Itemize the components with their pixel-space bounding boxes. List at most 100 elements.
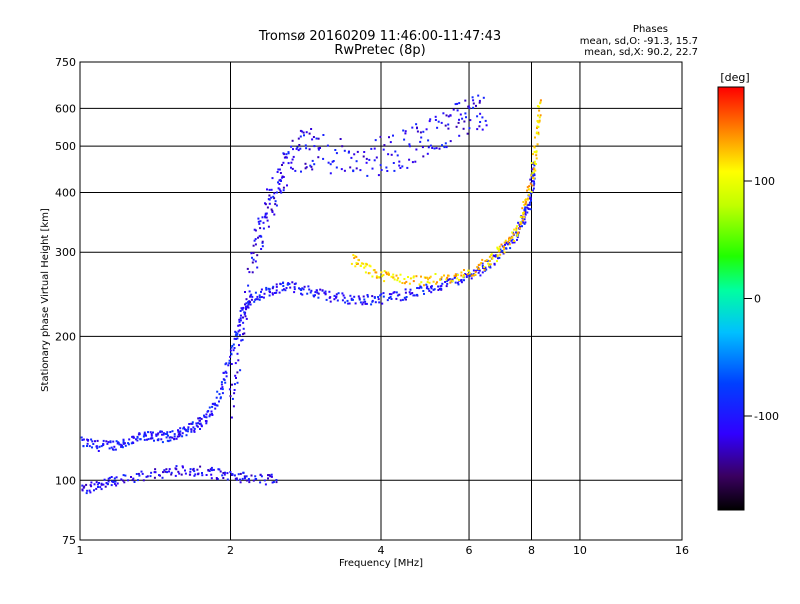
data-point <box>342 294 345 297</box>
data-point <box>440 121 443 124</box>
data-point <box>533 145 536 148</box>
data-point <box>107 480 110 483</box>
data-point <box>356 150 359 153</box>
data-point <box>349 166 352 169</box>
data-point <box>102 439 105 442</box>
data-point <box>535 151 538 154</box>
data-point <box>327 161 330 164</box>
data-point <box>403 282 406 285</box>
data-point <box>137 472 140 475</box>
data-point <box>290 166 292 169</box>
data-point <box>374 271 377 274</box>
data-point <box>281 289 284 292</box>
data-point <box>533 160 536 163</box>
data-point <box>438 147 441 150</box>
data-point <box>299 129 302 132</box>
data-point <box>447 115 450 118</box>
data-point <box>192 468 195 471</box>
data-point <box>379 135 382 138</box>
data-point <box>297 137 300 140</box>
data-point <box>471 96 474 99</box>
data-point <box>408 282 411 285</box>
data-point <box>132 442 135 444</box>
data-point <box>110 476 113 478</box>
data-point <box>499 248 502 251</box>
data-point <box>399 167 402 169</box>
data-point <box>532 184 535 187</box>
data-point <box>456 277 459 280</box>
data-point <box>368 272 371 275</box>
data-point <box>119 443 122 446</box>
data-point <box>122 479 124 482</box>
data-point <box>199 428 201 430</box>
data-point <box>211 469 213 472</box>
data-point <box>359 264 362 267</box>
data-point <box>358 298 361 301</box>
data-point <box>335 293 338 296</box>
data-point <box>532 177 535 180</box>
data-point <box>233 337 236 340</box>
data-point <box>243 332 246 335</box>
data-point <box>483 266 486 269</box>
data-point <box>415 123 418 126</box>
data-point <box>251 261 254 264</box>
data-point <box>82 445 85 447</box>
data-point <box>370 147 373 150</box>
data-point <box>528 185 531 188</box>
data-point <box>458 279 460 281</box>
data-point <box>268 188 271 191</box>
data-point <box>497 248 500 250</box>
data-point <box>247 306 250 309</box>
data-point <box>516 236 519 239</box>
data-point <box>380 293 383 296</box>
x-tick-label: 6 <box>466 544 473 557</box>
data-point <box>205 416 208 419</box>
data-point <box>91 446 93 449</box>
data-point <box>247 478 250 480</box>
data-point <box>373 147 376 150</box>
data-point <box>193 474 196 477</box>
data-point <box>230 346 233 349</box>
data-point <box>236 371 239 374</box>
data-point <box>245 479 248 482</box>
data-point <box>96 439 99 442</box>
data-point <box>313 145 316 148</box>
data-point <box>260 235 263 238</box>
data-point <box>502 246 505 249</box>
y-tick-label: 100 <box>55 474 76 487</box>
data-point <box>390 153 393 156</box>
data-point <box>282 161 285 164</box>
data-point <box>102 442 105 445</box>
data-point <box>416 293 418 296</box>
data-point <box>286 283 289 286</box>
data-point <box>252 244 255 247</box>
x-tick-label: 4 <box>378 544 385 557</box>
data-point <box>235 377 237 379</box>
data-point <box>350 298 353 301</box>
data-point <box>86 445 88 447</box>
data-point <box>238 329 241 332</box>
data-point <box>528 193 531 196</box>
data-point <box>442 112 445 115</box>
data-point <box>386 170 389 172</box>
data-point <box>470 274 473 277</box>
data-point <box>296 146 299 149</box>
data-point <box>257 217 260 220</box>
data-point <box>508 236 511 239</box>
data-point <box>422 155 425 158</box>
data-point <box>198 419 201 422</box>
data-point <box>250 474 253 477</box>
data-point <box>181 432 184 435</box>
data-point <box>121 444 123 447</box>
data-point <box>233 474 236 477</box>
data-point <box>317 148 320 151</box>
data-point <box>371 295 374 298</box>
data-point <box>220 383 223 386</box>
data-point <box>329 163 332 166</box>
data-point <box>285 156 288 159</box>
x-tick-label: 8 <box>528 544 535 557</box>
data-point <box>236 478 239 481</box>
data-point <box>274 200 277 203</box>
data-point <box>196 425 199 428</box>
y-tick-label: 750 <box>55 56 76 69</box>
